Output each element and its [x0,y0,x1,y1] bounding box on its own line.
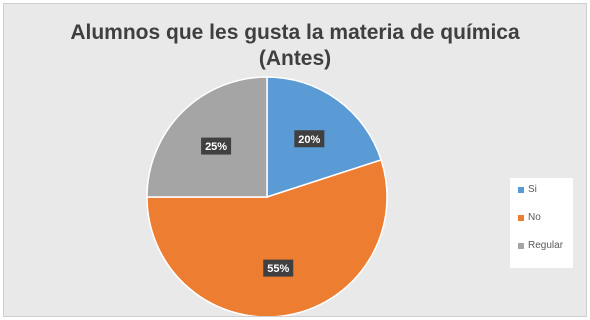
data-label-si: 20% [294,130,325,148]
pie-chart: 20% 55% 25% [146,76,388,316]
chart-title-line-1: Alumnos que les gusta la materia de quím… [70,21,520,44]
legend: Si No Regular [510,178,573,268]
data-label-text: 55% [267,263,289,275]
data-label-text: 20% [298,134,320,146]
legend-item-no: No [510,211,573,239]
legend-item-si: Si [510,183,573,211]
chart-area: Alumnos que les gusta la materia de quím… [3,3,587,317]
data-label-regular: 25% [201,137,232,155]
data-label-box [294,130,325,148]
pie-slice-no [146,158,388,316]
data-label-text: 25% [205,141,227,153]
chart-title: Alumnos que les gusta la materia de quím… [4,20,586,72]
data-label-box [263,259,294,277]
legend-label-regular: Regular [528,240,564,251]
legend-label-si: Si [528,184,537,195]
legend-swatch-regular [518,243,524,249]
legend-label-no: No [528,212,541,223]
data-label-box [201,137,232,155]
legend-swatch-no [518,215,524,221]
data-label-no: 55% [263,259,294,277]
legend-item-regular: Regular [510,239,573,267]
chart-title-line-2: (Antes) [258,47,332,70]
legend-swatch-si [518,187,524,193]
pie-slice-regular [146,76,268,198]
